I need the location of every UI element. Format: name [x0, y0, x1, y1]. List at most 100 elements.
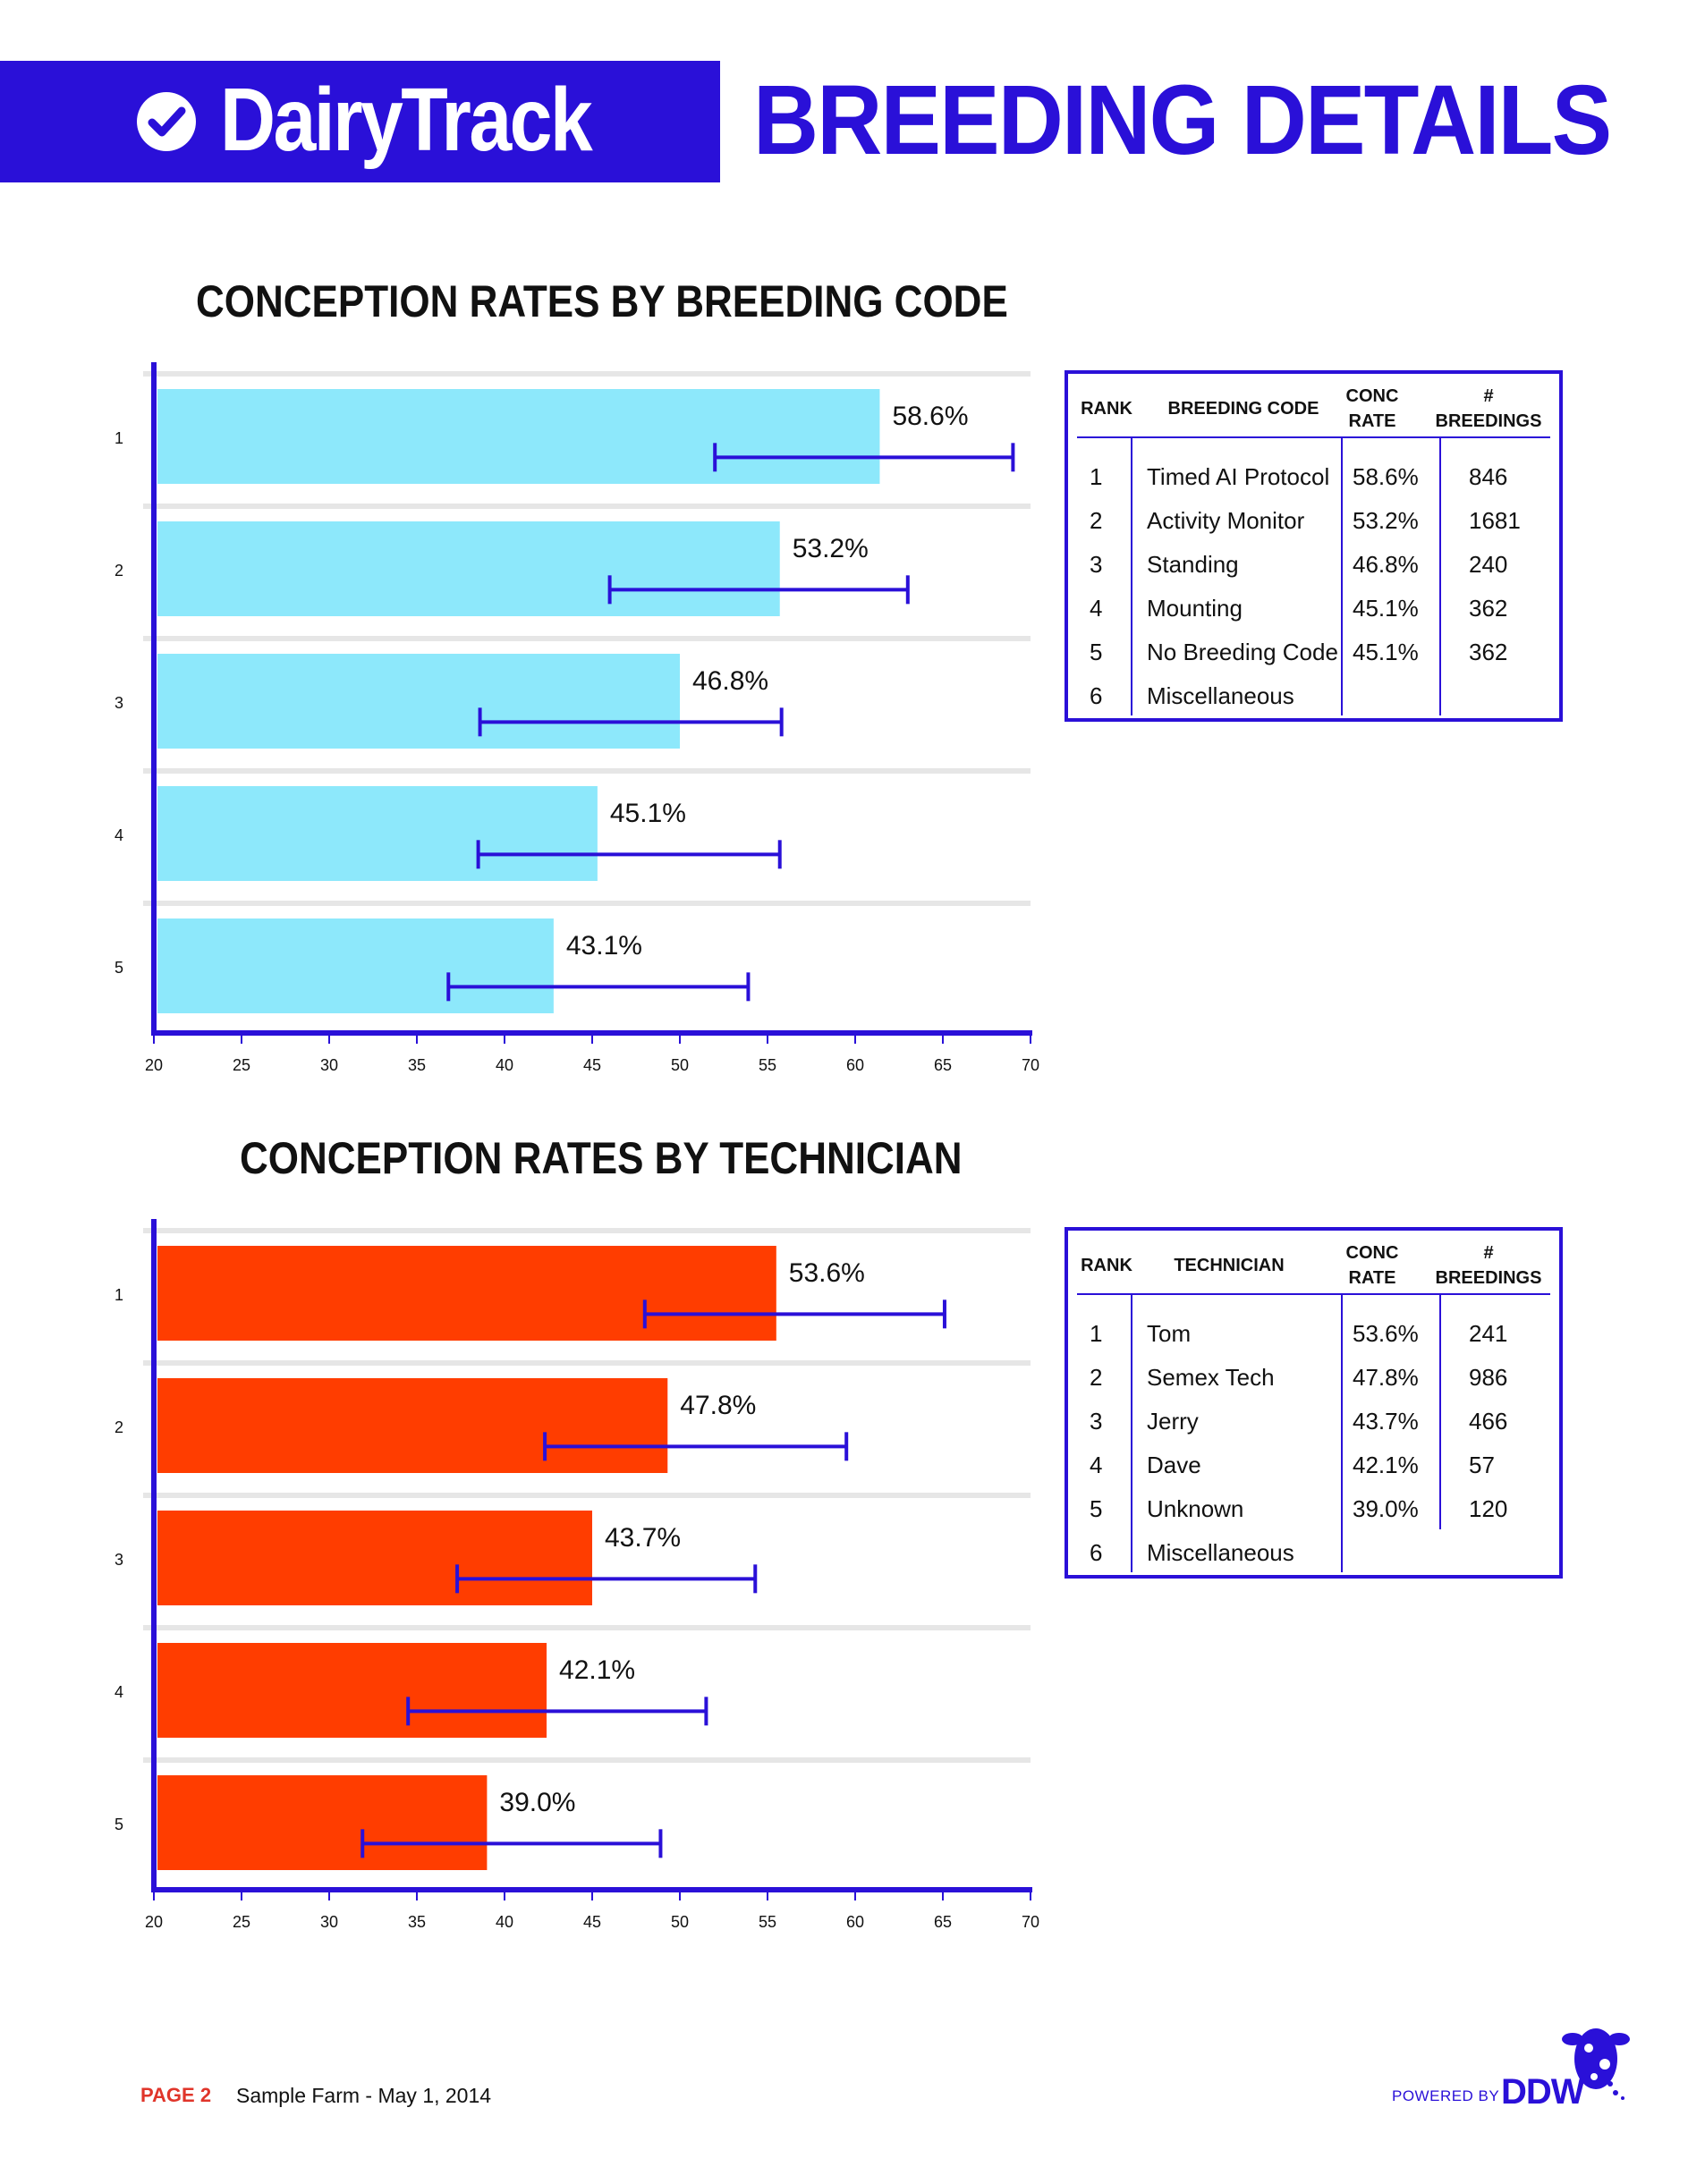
data-label: 47.8% [680, 1391, 756, 1420]
grid-line [143, 1228, 1031, 1233]
x-tick-label: 50 [671, 1913, 689, 1931]
table-header-breedings: BREEDINGS [1435, 411, 1542, 431]
x-tick-label: 65 [934, 1913, 952, 1931]
grid-line [143, 504, 1031, 509]
data-label: 42.1% [559, 1655, 635, 1685]
x-tick-label: 60 [846, 1056, 864, 1074]
table-cell-name: Mounting [1147, 595, 1243, 622]
table-cell-rate: 42.1% [1353, 1452, 1419, 1478]
table-cell-rank: 3 [1090, 1408, 1103, 1435]
table-cell-name: Miscellaneous [1147, 682, 1294, 709]
data-label: 39.0% [499, 1788, 575, 1817]
table-cell-count: 986 [1469, 1364, 1508, 1391]
chart-title-technician: CONCEPTION RATES BY TECHNICIAN [240, 1133, 963, 1183]
table-cell-rate: 46.8% [1353, 551, 1419, 578]
chart-title-breeding-code: CONCEPTION RATES BY BREEDING CODE [196, 276, 1008, 326]
data-label: 53.2% [793, 534, 869, 563]
table-cell-rank: 1 [1090, 1320, 1103, 1347]
x-tick-label: 50 [671, 1056, 689, 1074]
table-header-divider [1077, 1293, 1550, 1295]
table-cell-rank: 2 [1090, 507, 1103, 534]
x-tick-label: 30 [320, 1056, 338, 1074]
table-cell-rank: 6 [1090, 1539, 1103, 1566]
grid-line [143, 1625, 1031, 1630]
category-label: 4 [115, 1683, 123, 1701]
bar [157, 654, 680, 749]
category-label: 3 [115, 694, 123, 712]
x-tick-label: 70 [1022, 1913, 1039, 1931]
table-header-rate: RATE [1348, 411, 1396, 431]
table-cell-count: 362 [1469, 595, 1508, 622]
data-label: 53.6% [789, 1258, 865, 1288]
table-cell-name: Tom [1147, 1320, 1192, 1347]
data-label: 58.6% [892, 402, 968, 431]
x-tick-label: 20 [145, 1056, 163, 1074]
page-number: PAGE 2 [140, 2084, 212, 2106]
grid-line [143, 901, 1031, 906]
x-tick-label: 70 [1022, 1056, 1039, 1074]
bar [157, 1246, 776, 1341]
table-cell-rate: 45.1% [1353, 595, 1419, 622]
table-cell-count: 1681 [1469, 507, 1521, 534]
table-cell-name: Dave [1147, 1452, 1201, 1478]
table-cell-name: Unknown [1147, 1495, 1244, 1522]
x-tick-label: 35 [408, 1913, 426, 1931]
data-label: 46.8% [692, 666, 768, 696]
table-header-rank: RANK [1081, 1256, 1132, 1275]
bar [157, 786, 598, 881]
table-cell-rate: 58.6% [1353, 463, 1419, 490]
grid-line [143, 371, 1031, 377]
table-cell-name: Semex Tech [1147, 1364, 1275, 1391]
table-header-rank: RANK [1081, 399, 1132, 419]
category-label: 1 [115, 429, 123, 447]
table-cell-rate: 43.7% [1353, 1408, 1419, 1435]
technician-chart: 53.6% 1 47.8% 2 43.7% 3 42.1% 4 39.0% 5 20 25 30 35 40… [115, 1219, 1039, 1931]
grid-line [143, 768, 1031, 774]
category-label: 3 [115, 1551, 123, 1569]
checkmark-circle-icon [137, 92, 196, 151]
table-header-technician: TECHNICIAN [1174, 1256, 1285, 1275]
table-cell-rate: 47.8% [1353, 1364, 1419, 1391]
column-divider [1439, 1295, 1441, 1529]
bar [157, 1378, 668, 1473]
data-label: 43.1% [566, 931, 642, 961]
column-divider [1341, 1295, 1343, 1572]
bar [157, 918, 554, 1013]
table-cell-rate: 39.0% [1353, 1495, 1419, 1522]
header-bar: DairyTrack [0, 61, 720, 182]
bar [157, 521, 780, 616]
x-tick-label: 60 [846, 1913, 864, 1931]
x-tick-label: 45 [583, 1913, 601, 1931]
table-cell-count: 240 [1469, 551, 1508, 578]
table-cell-rank: 1 [1090, 463, 1103, 490]
table-cell-rate: 53.6% [1353, 1320, 1419, 1347]
table-header-hash: # [1483, 386, 1494, 406]
table-cell-rate: 53.2% [1353, 507, 1419, 534]
x-tick-label: 55 [759, 1913, 776, 1931]
breeding-code-table: RANK BREEDING CODE CONC RATE # BREEDINGS… [1065, 370, 1563, 722]
x-tick-label: 25 [233, 1913, 250, 1931]
table-cell-rank: 3 [1090, 551, 1103, 578]
logo-text: DairyTrack [220, 70, 593, 170]
data-label: 45.1% [610, 799, 686, 828]
table-cell-rate: 45.1% [1353, 639, 1419, 665]
table-cell-rank: 5 [1090, 1495, 1103, 1522]
table-cell-name: Timed AI Protocol [1147, 463, 1330, 490]
x-tick-label: 25 [233, 1056, 250, 1074]
cow-icon [1562, 2028, 1630, 2100]
x-tick-label: 40 [496, 1913, 513, 1931]
category-label: 2 [115, 562, 123, 580]
bar [157, 1775, 488, 1870]
table-cell-rank: 2 [1090, 1364, 1103, 1391]
table-cell-count: 57 [1469, 1452, 1495, 1478]
x-tick-label: 45 [583, 1056, 601, 1074]
grid-line [143, 1757, 1031, 1763]
x-tick-label: 55 [759, 1056, 776, 1074]
breeding-code-chart: 58.6% 1 53.2% 2 46.8% 3 45.1% 4 43.1% 5 20 25 30 35 40… [115, 362, 1039, 1074]
table-cell-rank: 4 [1090, 1452, 1103, 1478]
grid-line [143, 636, 1031, 641]
table-cell-rank: 4 [1090, 595, 1103, 622]
table-cell-name: No Breeding Code [1147, 639, 1338, 665]
table-cell-name: Miscellaneous [1147, 1539, 1294, 1566]
ddw-logo-text: DDW [1501, 2072, 1585, 2112]
